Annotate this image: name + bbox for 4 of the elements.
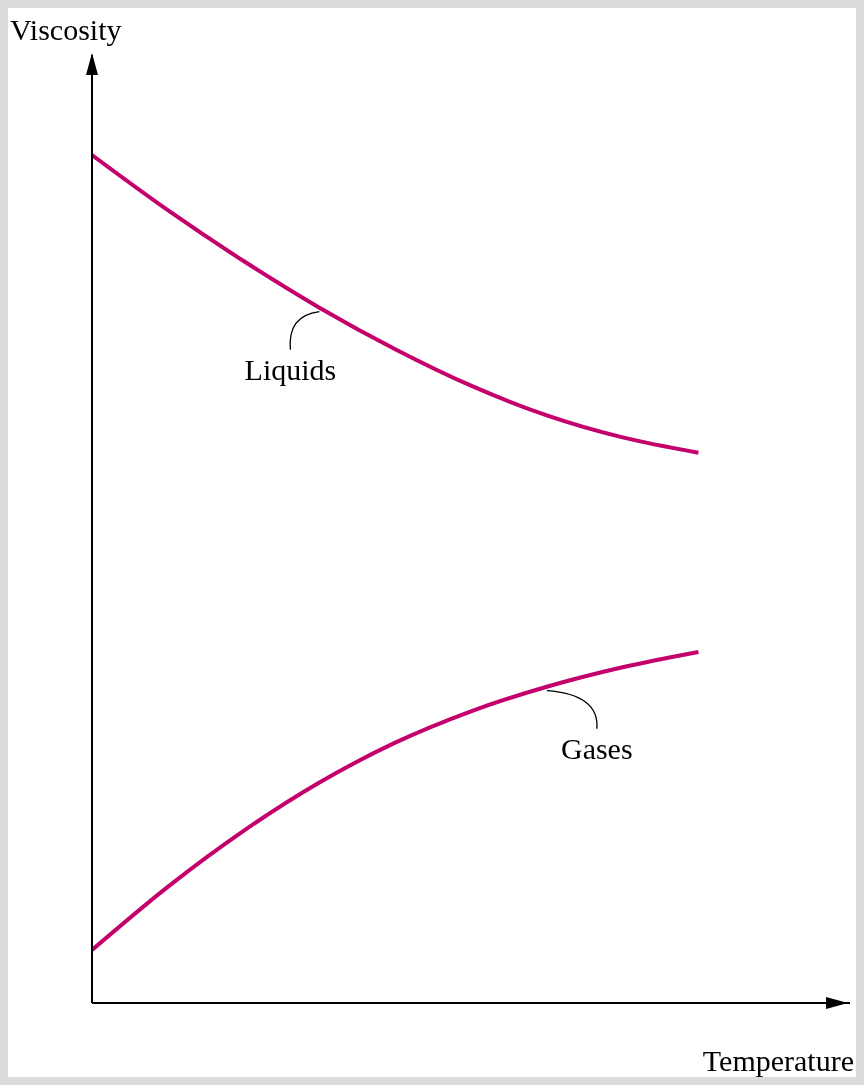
y-axis-title: Viscosity bbox=[10, 13, 122, 46]
series-label: Gases bbox=[560, 731, 633, 765]
series-label: Liquids bbox=[244, 352, 337, 386]
x-axis-title: Temperature bbox=[702, 1044, 854, 1077]
